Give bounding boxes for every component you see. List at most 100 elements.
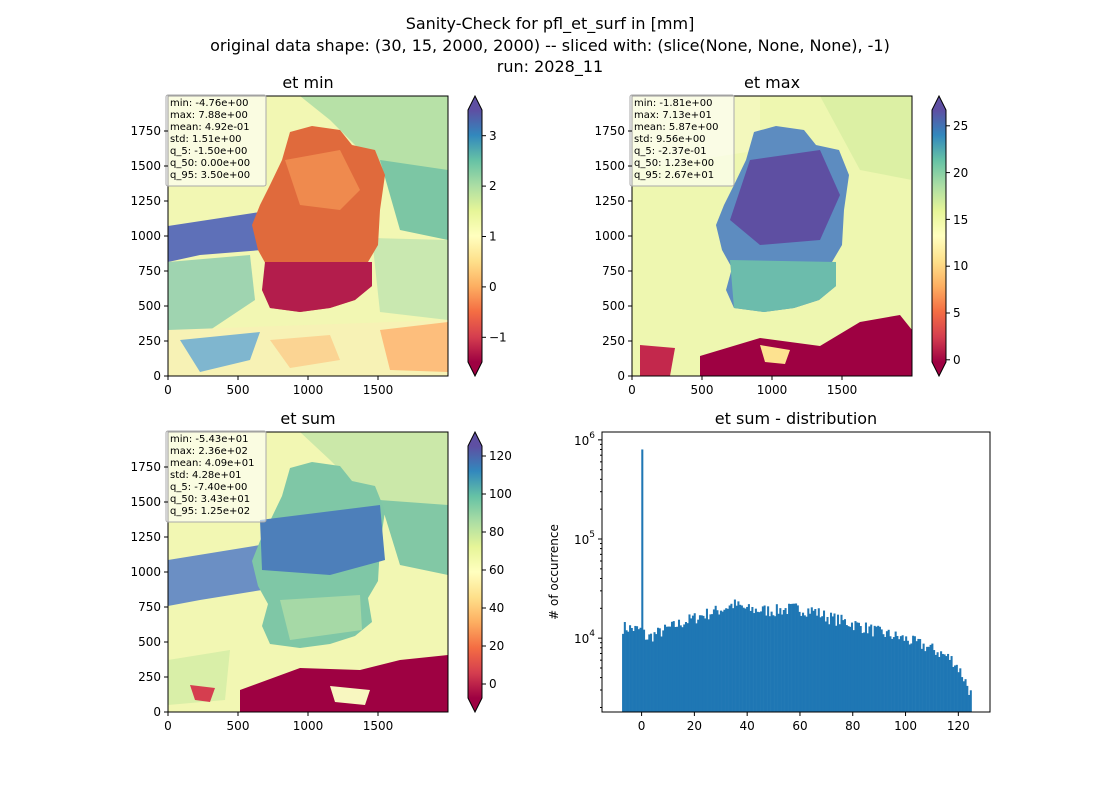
histogram-bar xyxy=(875,626,878,712)
histogram-bar xyxy=(676,626,679,712)
histogram-bar xyxy=(756,611,759,712)
histogram-bar xyxy=(632,631,635,712)
panel-et-min: et min min: -4.76e+00 max: 7.88e+00 mean… xyxy=(130,73,506,397)
y-tick-label: 0 xyxy=(617,369,625,383)
histogram-bar xyxy=(786,614,789,712)
y-tick-label: 750 xyxy=(138,600,161,614)
colorbar-tick-label: 0 xyxy=(953,353,961,367)
histogram-bar xyxy=(922,643,925,712)
y-tick-label: 1500 xyxy=(130,495,161,509)
histogram-bar xyxy=(760,611,763,712)
histogram-bar xyxy=(931,643,934,712)
histogram-bar xyxy=(691,615,694,712)
histogram-bar xyxy=(901,635,904,712)
y-tick-label: 1250 xyxy=(130,530,161,544)
histogram-bar xyxy=(927,646,930,712)
x-tick-label: 1000 xyxy=(293,719,324,733)
histogram-bar xyxy=(677,619,681,712)
y-axis: 104 105 106 xyxy=(574,431,602,708)
histogram-bar xyxy=(892,637,895,712)
histogram-bar xyxy=(629,625,632,712)
y-tick-label: 1000 xyxy=(130,229,161,243)
histogram-bar xyxy=(774,616,777,712)
stat-std: std: 4.28e+01 xyxy=(170,470,242,481)
histogram-bar xyxy=(789,604,792,712)
colorbar-tick-label: 0 xyxy=(489,677,497,691)
histogram-bar xyxy=(753,613,756,712)
histogram-bar xyxy=(693,613,696,712)
histogram-bar xyxy=(754,608,757,712)
histogram-bar xyxy=(969,690,972,712)
histogram-bar xyxy=(870,624,873,712)
histogram-bar xyxy=(824,621,827,712)
histogram-bar xyxy=(627,631,630,712)
histogram-bar xyxy=(763,605,766,712)
stat-q50: q_50: 0.00e+00 xyxy=(170,158,250,169)
histogram-bar xyxy=(669,626,672,712)
y-tick-label: 0 xyxy=(153,705,161,719)
y-tick-label: 500 xyxy=(602,299,625,313)
histogram-bar xyxy=(908,644,911,712)
histogram-bar xyxy=(732,608,735,712)
colorbar-tick-label: 80 xyxy=(489,525,504,539)
histogram-bar xyxy=(761,606,764,712)
histogram-bar xyxy=(650,633,653,712)
x-tick-label: 0 xyxy=(164,719,172,733)
histogram-bar xyxy=(705,608,708,712)
histogram-bar xyxy=(623,622,626,712)
histogram-bar xyxy=(664,624,667,712)
histogram-bar xyxy=(896,635,899,712)
stat-std: std: 1.51e+00 xyxy=(170,134,242,145)
histogram-bar xyxy=(826,616,829,712)
histogram-bar xyxy=(913,636,916,712)
x-tick-label: 20 xyxy=(687,719,702,733)
y-tick-label: 0 xyxy=(153,369,161,383)
histogram-bar xyxy=(665,626,668,712)
histogram-bar xyxy=(725,608,728,712)
histogram-bar xyxy=(807,608,810,712)
x-tick-label: 40 xyxy=(740,719,755,733)
x-tick-label: 60 xyxy=(792,719,807,733)
histogram-bar xyxy=(657,627,660,712)
histogram-bar xyxy=(686,623,689,712)
histogram-bar xyxy=(784,608,787,712)
y-tick-label: 1500 xyxy=(130,159,161,173)
histogram-bar xyxy=(697,619,700,712)
histogram-bar xyxy=(849,626,852,712)
histogram-bar xyxy=(767,606,770,712)
histogram-bar xyxy=(751,607,754,712)
heatmap-image xyxy=(168,96,448,376)
histogram-bar xyxy=(768,616,771,712)
histogram-bar xyxy=(817,608,820,712)
panel-title: et min xyxy=(282,73,333,92)
colorbar-tick-label: 20 xyxy=(953,166,968,180)
y-tick-label: 105 xyxy=(574,530,595,547)
histogram-bar xyxy=(777,613,780,712)
histogram-bar xyxy=(943,654,946,712)
x-tick-label: 100 xyxy=(894,719,917,733)
histogram-bar xyxy=(828,624,831,712)
panel-title: et sum xyxy=(280,409,335,428)
colorbar-tick-label: 120 xyxy=(489,449,512,463)
histogram-bar xyxy=(683,624,686,712)
histogram-bar xyxy=(843,619,847,712)
histogram-bar xyxy=(746,606,749,712)
x-tick-label: 0 xyxy=(628,383,636,397)
histogram-bar xyxy=(812,610,815,712)
histogram-bar xyxy=(912,635,915,712)
figure-title-line-1: Sanity-Check for pfl_et_surf in [mm] xyxy=(406,14,695,34)
histogram-bar xyxy=(739,604,742,712)
histogram-bar xyxy=(821,616,824,712)
x-tick-label: 1500 xyxy=(363,383,394,397)
y-tick-label: 1250 xyxy=(594,194,625,208)
histogram-bar xyxy=(798,611,801,712)
colorbar-tick-label: 1 xyxy=(489,230,497,244)
histogram-bar xyxy=(903,640,906,712)
histogram-bar xyxy=(955,664,958,712)
colorbar-tick-label: 0 xyxy=(489,280,497,294)
x-axis: 0 500 1000 1500 xyxy=(164,712,393,733)
colorbar-tick-label: 15 xyxy=(953,213,968,227)
stat-q5: q_5: -1.50e+00 xyxy=(170,146,247,157)
histogram-bar xyxy=(737,601,740,712)
y-tick-label: 250 xyxy=(138,334,161,348)
